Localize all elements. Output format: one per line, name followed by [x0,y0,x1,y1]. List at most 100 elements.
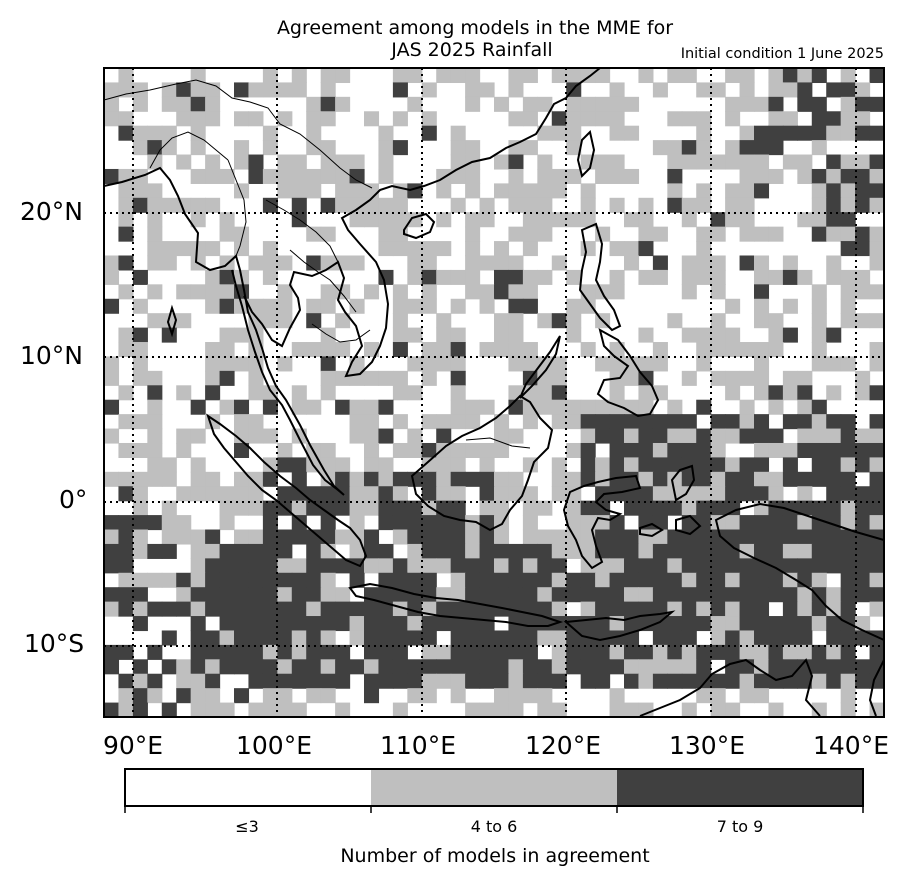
lon-label-110e: 110°E [380,731,457,760]
grid-cell [681,111,697,127]
grid-cell [248,702,264,718]
grid-cell [566,96,582,112]
grid-cell [826,601,842,617]
grid-cell [407,688,423,704]
grid-cell [190,212,206,228]
grid-cell [205,673,221,689]
grid-cell [306,168,322,184]
grid-cell [811,558,827,574]
grid-cell [754,154,770,170]
grid-cell [306,298,322,314]
grid-cell [306,96,322,112]
grid-cell [436,673,452,689]
grid-cell [494,572,510,588]
grid-cell [566,515,582,531]
grid-cell [522,399,538,415]
grid-cell [262,558,278,574]
grid-cell [869,457,885,473]
grid-cell [855,284,871,300]
grid-cell [147,313,163,329]
grid-cell [681,68,697,84]
grid-cell [161,255,177,271]
grid-cell [826,673,842,689]
grid-cell [234,82,250,98]
grid-cell [681,414,697,430]
grid-cell [277,529,293,545]
grid-cell [667,659,683,675]
grid-cell [609,515,625,531]
grid-cell [855,457,871,473]
grid-cell [840,154,856,170]
grid-cell [147,140,163,156]
grid-cell [392,111,408,127]
grid-cell [118,183,134,199]
map-frame [103,67,885,718]
grid-cell [291,68,307,84]
grid-cell [262,572,278,588]
grid-cell [522,111,538,127]
grid-cell [450,486,466,502]
grid-cell [320,168,336,184]
grid-cell [869,572,885,588]
grid-cell [811,125,827,141]
grid-cell [508,68,524,84]
grid-cell [580,342,596,358]
grid-cell [696,688,712,704]
grid-cell [667,500,683,516]
grid-cell [306,111,322,127]
grid-cell [638,702,654,718]
grid-cell [754,96,770,112]
grid-cell [104,543,120,559]
grid-cell [407,442,423,458]
grid-cell [739,471,755,487]
grid-cell [652,140,668,156]
grid-cell [522,616,538,632]
grid-cell [739,125,755,141]
grid-cell [638,616,654,632]
grid-cell [811,168,827,184]
grid-cell [739,226,755,242]
grid-cell [739,428,755,444]
grid-cell [739,630,755,646]
agreement-grid [104,68,885,718]
grid-cell [219,616,235,632]
grid-cell [378,486,394,502]
grid-cell [710,644,726,660]
grid-cell [739,212,755,228]
grid-cell [652,414,668,430]
grid-cell [479,572,495,588]
grid-cell [537,529,553,545]
grid-cell [306,558,322,574]
grid-cell [176,572,192,588]
grid-cell [840,457,856,473]
grid-cell [508,356,524,372]
grid-cell [364,111,380,127]
grid-cell [335,702,351,718]
grid-cell [826,500,842,516]
grid-cell [494,154,510,170]
grid-cell [797,644,813,660]
grid-cell [234,241,250,257]
grid-cell [465,226,481,242]
grid-cell [219,370,235,386]
grid-cell [320,284,336,300]
grid-cell [147,226,163,242]
grid-cell [421,255,437,271]
grid-cell [522,269,538,285]
grid-cell [306,601,322,617]
grid-cell [132,183,148,199]
grid-cell [190,601,206,617]
grid-cell [118,111,134,127]
grid-cell [262,500,278,516]
grid-cell [219,702,235,718]
grid-cell [566,587,582,603]
grid-cell [768,428,784,444]
grid-cell [725,702,741,718]
grid-cell [754,226,770,242]
grid-cell [364,601,380,617]
grid-cell [234,414,250,430]
grid-cell [710,428,726,444]
grid-cell [335,673,351,689]
grid-cell [378,587,394,603]
grid-cell [797,370,813,386]
